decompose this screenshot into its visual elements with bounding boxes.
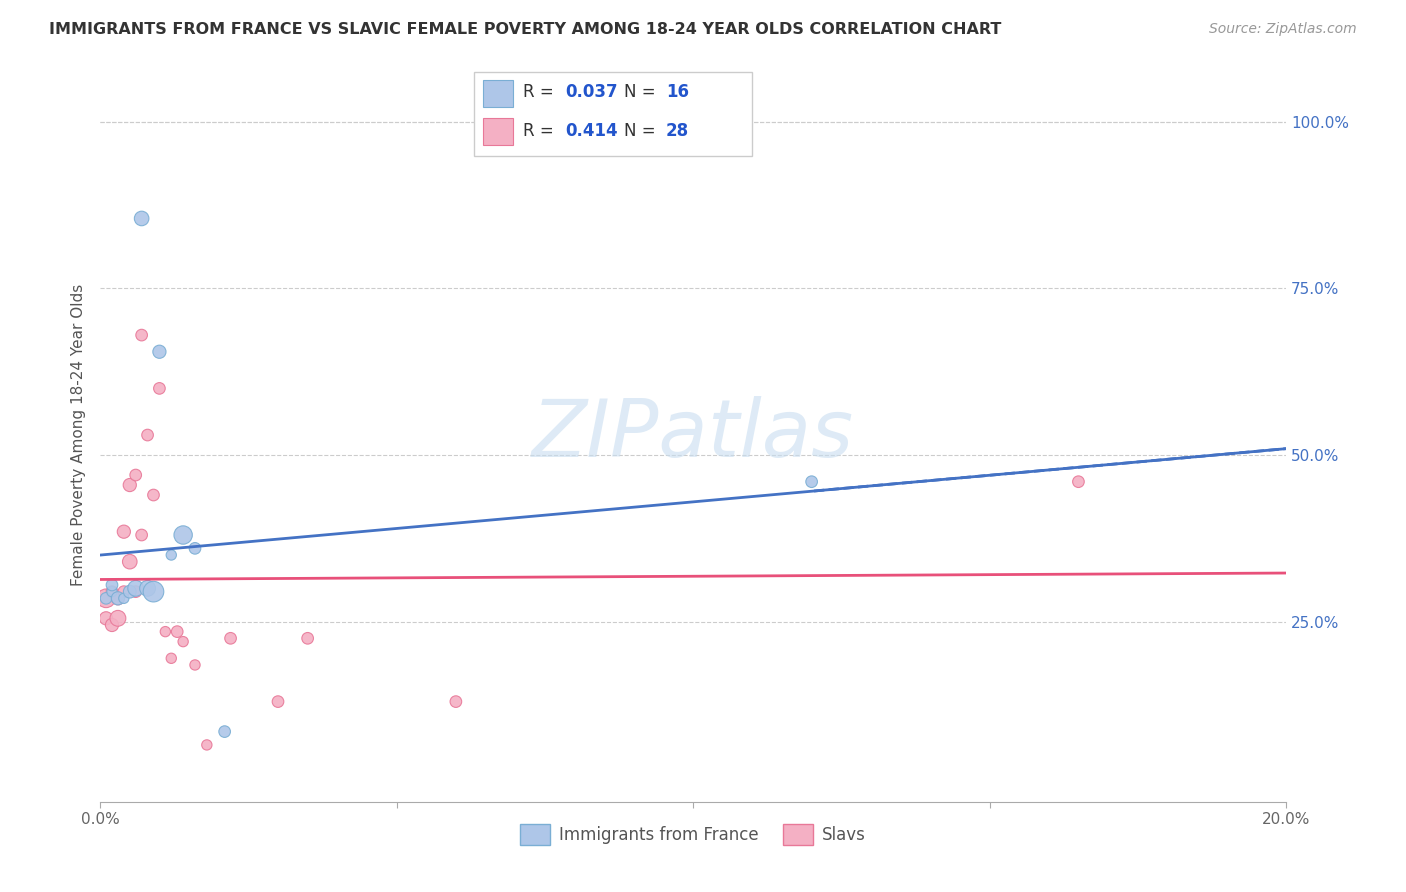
Point <box>172 634 194 648</box>
Point <box>800 475 823 489</box>
Text: N =: N = <box>624 122 661 140</box>
Point <box>142 488 165 502</box>
Text: N =: N = <box>624 83 661 101</box>
Point <box>118 555 141 569</box>
Point <box>267 695 290 709</box>
Point <box>160 548 183 562</box>
Point <box>131 328 153 343</box>
Point <box>101 584 124 599</box>
Point <box>214 724 236 739</box>
Point <box>118 478 141 492</box>
Point <box>107 591 129 606</box>
Point <box>184 657 207 672</box>
Point <box>94 591 117 606</box>
Point <box>172 528 194 542</box>
Point <box>125 582 148 596</box>
Point <box>107 611 129 625</box>
Legend: Immigrants from France, Slavs: Immigrants from France, Slavs <box>520 824 866 845</box>
Point <box>131 528 153 542</box>
Point <box>125 468 148 483</box>
Point <box>94 611 117 625</box>
Point <box>160 651 183 665</box>
FancyBboxPatch shape <box>474 72 752 156</box>
Bar <box>484 118 513 145</box>
Bar <box>484 79 513 107</box>
Point <box>297 632 319 646</box>
Point <box>155 624 177 639</box>
Point <box>107 591 129 606</box>
Point <box>136 582 159 596</box>
Point <box>101 584 124 599</box>
Text: R =: R = <box>523 83 560 101</box>
Text: Source: ZipAtlas.com: Source: ZipAtlas.com <box>1209 22 1357 37</box>
Point <box>94 591 117 606</box>
Point <box>142 584 165 599</box>
Point <box>195 738 218 752</box>
Text: ZIPatlas: ZIPatlas <box>531 396 853 474</box>
Point <box>118 584 141 599</box>
Point <box>219 632 242 646</box>
Point <box>112 584 135 599</box>
Point <box>101 578 124 592</box>
Point <box>112 591 135 606</box>
Text: 28: 28 <box>666 122 689 140</box>
Point <box>131 211 153 226</box>
Point <box>166 624 188 639</box>
Text: IMMIGRANTS FROM FRANCE VS SLAVIC FEMALE POVERTY AMONG 18-24 YEAR OLDS CORRELATIO: IMMIGRANTS FROM FRANCE VS SLAVIC FEMALE … <box>49 22 1001 37</box>
Point <box>184 541 207 556</box>
Point <box>1067 475 1090 489</box>
Text: 16: 16 <box>666 83 689 101</box>
Point <box>148 381 170 395</box>
Text: 0.037: 0.037 <box>565 83 617 101</box>
Point <box>101 618 124 632</box>
Point <box>125 584 148 599</box>
Y-axis label: Female Poverty Among 18-24 Year Olds: Female Poverty Among 18-24 Year Olds <box>72 284 86 586</box>
Point <box>112 524 135 539</box>
Text: R =: R = <box>523 122 560 140</box>
Point <box>148 344 170 359</box>
Point <box>136 428 159 442</box>
Point <box>444 695 467 709</box>
Text: 0.414: 0.414 <box>565 122 617 140</box>
